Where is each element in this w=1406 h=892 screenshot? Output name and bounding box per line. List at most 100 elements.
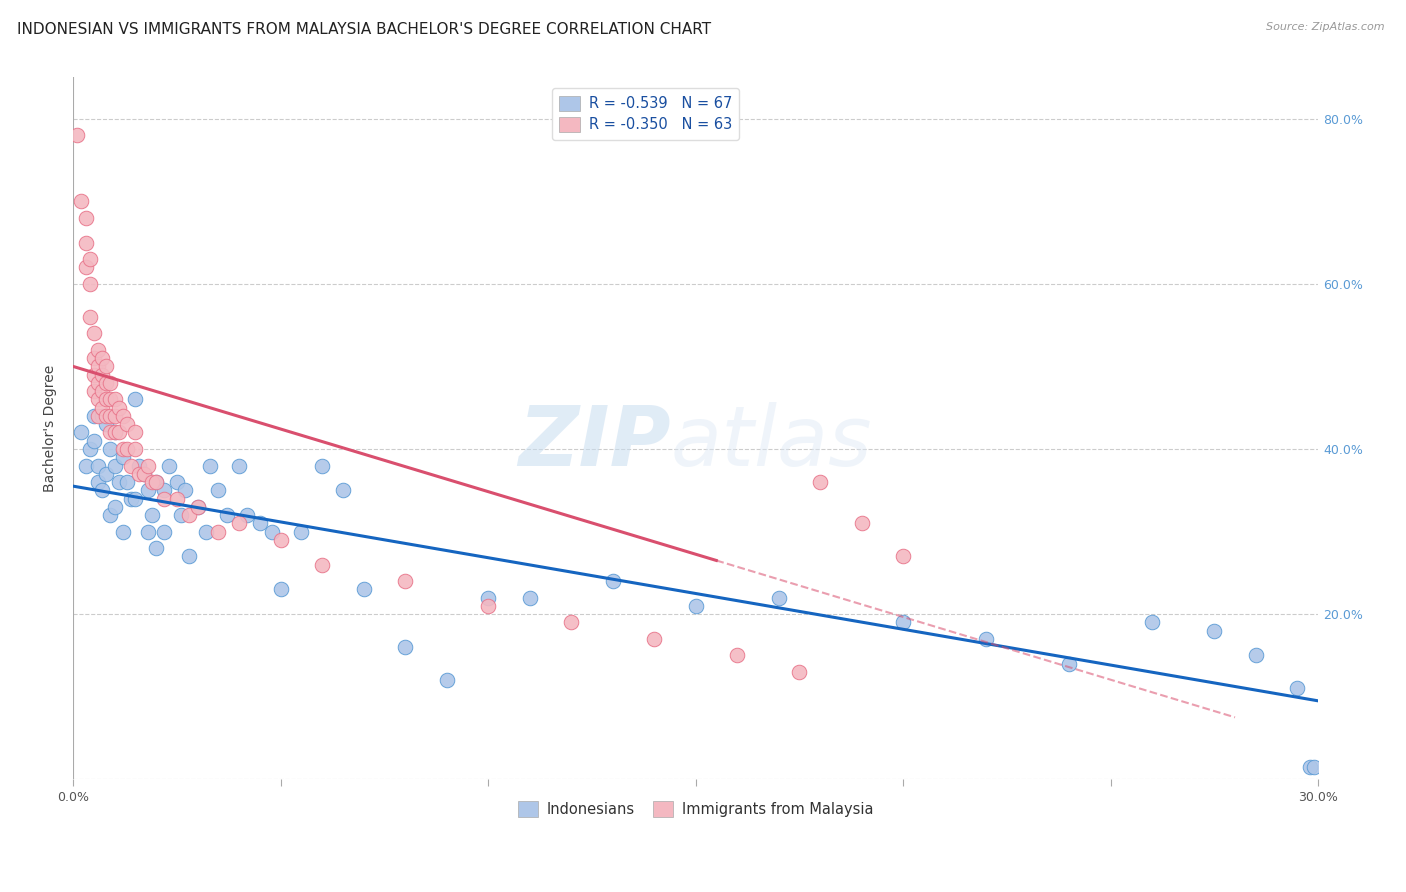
Point <box>436 673 458 688</box>
Point <box>1057 657 1080 671</box>
Point <box>236 508 259 522</box>
Point <box>104 392 127 407</box>
Point <box>262 524 284 539</box>
Point <box>249 516 271 531</box>
Point <box>120 491 142 506</box>
Point <box>311 558 333 572</box>
Point <box>100 425 122 440</box>
Point <box>87 458 110 473</box>
Point <box>87 392 110 407</box>
Point <box>132 467 155 481</box>
Point <box>311 458 333 473</box>
Point <box>166 491 188 506</box>
Point <box>96 392 118 407</box>
Point <box>87 475 110 489</box>
Point <box>194 524 217 539</box>
Point <box>87 409 110 423</box>
Point <box>141 475 163 489</box>
Point <box>100 376 122 390</box>
Point <box>215 508 238 522</box>
Point <box>66 128 89 143</box>
Point <box>179 508 201 522</box>
Point <box>394 574 416 588</box>
Point <box>115 475 138 489</box>
Point <box>87 343 110 357</box>
Point <box>519 591 541 605</box>
Point <box>96 409 118 423</box>
Point <box>1299 760 1322 774</box>
Point <box>96 467 118 481</box>
Point <box>83 368 105 382</box>
Point <box>207 524 229 539</box>
Point <box>91 483 114 498</box>
Point <box>141 508 163 522</box>
Point <box>602 574 624 588</box>
Point <box>96 376 118 390</box>
Point <box>1244 648 1267 663</box>
Point <box>332 483 354 498</box>
Point <box>891 615 914 630</box>
Point <box>120 458 142 473</box>
Point <box>228 458 250 473</box>
Text: INDONESIAN VS IMMIGRANTS FROM MALAYSIA BACHELOR'S DEGREE CORRELATION CHART: INDONESIAN VS IMMIGRANTS FROM MALAYSIA B… <box>17 22 711 37</box>
Point <box>145 475 167 489</box>
Point <box>83 409 105 423</box>
Point <box>115 442 138 456</box>
Point <box>124 392 146 407</box>
Point <box>128 458 150 473</box>
Point <box>79 277 101 291</box>
Point <box>477 591 499 605</box>
Point <box>170 508 193 522</box>
Legend: Indonesians, Immigrants from Malaysia: Indonesians, Immigrants from Malaysia <box>510 794 880 824</box>
Point <box>87 376 110 390</box>
Point <box>83 351 105 366</box>
Y-axis label: Bachelor's Degree: Bachelor's Degree <box>44 365 58 492</box>
Point <box>132 467 155 481</box>
Point <box>768 591 790 605</box>
Point <box>198 458 221 473</box>
Point <box>124 491 146 506</box>
Point <box>91 401 114 415</box>
Point <box>153 491 176 506</box>
Point <box>174 483 197 498</box>
Point <box>128 467 150 481</box>
Point <box>115 417 138 432</box>
Point <box>104 425 127 440</box>
Point <box>974 632 997 646</box>
Point <box>83 434 105 448</box>
Point <box>75 211 97 225</box>
Point <box>157 458 180 473</box>
Point <box>136 458 159 473</box>
Point <box>353 582 375 597</box>
Point <box>228 516 250 531</box>
Point <box>100 508 122 522</box>
Point <box>100 392 122 407</box>
Point <box>270 582 292 597</box>
Point <box>96 417 118 432</box>
Point <box>145 541 167 555</box>
Point <box>179 549 201 564</box>
Point <box>91 409 114 423</box>
Point <box>70 194 93 209</box>
Point <box>136 483 159 498</box>
Point <box>83 384 105 399</box>
Text: atlas: atlas <box>671 402 872 483</box>
Point <box>100 442 122 456</box>
Point <box>75 458 97 473</box>
Point <box>91 351 114 366</box>
Point <box>79 442 101 456</box>
Point <box>207 483 229 498</box>
Point <box>891 549 914 564</box>
Text: ZIP: ZIP <box>517 402 671 483</box>
Point <box>75 260 97 275</box>
Point <box>270 533 292 547</box>
Point <box>477 599 499 613</box>
Point <box>91 384 114 399</box>
Point <box>70 425 93 440</box>
Point <box>104 409 127 423</box>
Point <box>104 458 127 473</box>
Point <box>96 359 118 374</box>
Point <box>79 252 101 266</box>
Point <box>394 640 416 655</box>
Point <box>136 524 159 539</box>
